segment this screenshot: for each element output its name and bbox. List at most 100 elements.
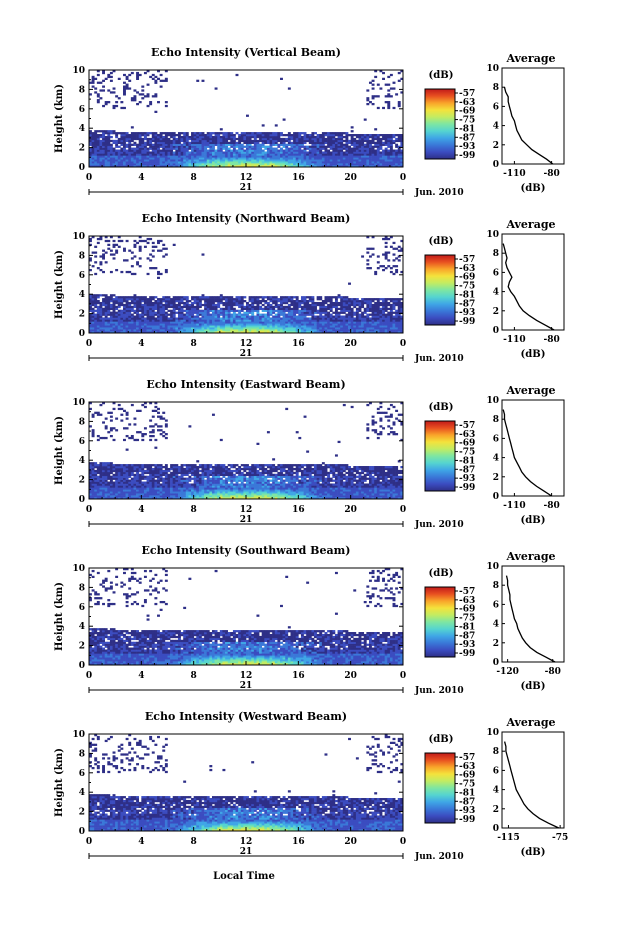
- heatmap-cell: [198, 155, 202, 158]
- heatmap-cell: [332, 323, 336, 326]
- heatmap-cell: [91, 132, 95, 135]
- heatmap-cell: [206, 300, 210, 303]
- heatmap-cell: [196, 327, 200, 330]
- heatmap-cell: [133, 239, 137, 243]
- heatmap-cell: [348, 301, 351, 305]
- heatmap-cell: [300, 155, 304, 158]
- heatmap-cell: [334, 331, 338, 334]
- heatmap-cell: [196, 305, 200, 309]
- heatmap-cell: [272, 161, 276, 164]
- heatmap-cell: [327, 315, 331, 318]
- heatmap-cell: [133, 311, 137, 314]
- heatmap-cell: [143, 317, 147, 320]
- heatmap-cell: [395, 165, 399, 168]
- heatmap-cell: [298, 327, 302, 330]
- heatmap-cell: [261, 315, 265, 318]
- heatmap-cell: [201, 303, 205, 307]
- heatmap-cell: [175, 329, 179, 332]
- heatmap-cell: [109, 130, 113, 133]
- heatmap-cell: [175, 296, 179, 299]
- heatmap-cell: [332, 301, 336, 305]
- heatmap-cell: [128, 163, 132, 166]
- heatmap-cell: [141, 307, 145, 311]
- heatmap-cell: [225, 309, 228, 312]
- heatmap-cell: [374, 311, 378, 314]
- x-tick-label: 4: [138, 339, 144, 349]
- heatmap-cell: [287, 143, 291, 146]
- heatmap-cell: [143, 143, 147, 146]
- heatmap-cell: [280, 325, 283, 328]
- heatmap-cell: [123, 159, 126, 162]
- heatmap-cell: [397, 317, 401, 320]
- heatmap-cell: [112, 319, 116, 322]
- heatmap-cell: [96, 145, 100, 148]
- heatmap-cell: [350, 157, 354, 160]
- heatmap-cell: [162, 303, 166, 307]
- heatmap-cell: [319, 139, 323, 143]
- heatmap-cell: [334, 301, 338, 305]
- heatmap-cell: [185, 145, 189, 148]
- heatmap-cell: [96, 307, 100, 311]
- heatmap-cell: [104, 139, 108, 143]
- heatmap-cell: [290, 296, 294, 299]
- heatmap-cell: [162, 311, 166, 314]
- heatmap-cell: [146, 157, 150, 160]
- heatmap-cell: [102, 71, 105, 75]
- heatmap-cell: [285, 147, 289, 150]
- heatmap-cell: [342, 303, 346, 307]
- heatmap-cell: [157, 276, 160, 279]
- heatmap-cell: [222, 143, 226, 146]
- heatmap-cell: [348, 145, 351, 148]
- heatmap-cell: [149, 296, 153, 299]
- heatmap-cell: [117, 298, 121, 301]
- heatmap-cell: [209, 313, 213, 316]
- heatmap-cell: [300, 313, 304, 316]
- heatmap-cell: [128, 489, 132, 492]
- heatmap-cell: [141, 329, 145, 332]
- heatmap-cell: [222, 317, 226, 320]
- heatmap-cell: [94, 319, 98, 322]
- heatmap-cell: [219, 141, 223, 145]
- heatmap-cell: [355, 325, 359, 328]
- heatmap-cell: [201, 139, 205, 143]
- heatmap-cell: [96, 438, 100, 442]
- heatmap-cell: [172, 137, 176, 141]
- heatmap-cell: [117, 132, 121, 135]
- heatmap-cell: [387, 161, 391, 164]
- heatmap-cell: [94, 473, 98, 477]
- heatmap-cell: [222, 163, 226, 166]
- heatmap-cell: [235, 298, 239, 301]
- heatmap-cell: [125, 135, 129, 139]
- heatmap-cell: [198, 329, 202, 332]
- heatmap-cell: [225, 301, 228, 305]
- heatmap-cell: [96, 311, 100, 314]
- colorbar-tick-label: -93: [459, 308, 475, 318]
- heatmap-cell: [94, 479, 98, 482]
- heatmap-cell: [177, 135, 181, 139]
- heatmap-cell: [128, 327, 132, 330]
- heatmap-cell: [298, 147, 302, 150]
- heatmap-cell: [308, 165, 312, 168]
- heatmap-cell: [180, 163, 184, 166]
- heatmap-cell: [384, 329, 388, 332]
- heatmap-cell: [154, 157, 158, 160]
- heatmap-cell: [290, 311, 294, 314]
- heatmap-cell: [188, 323, 192, 326]
- heatmap-cell: [115, 329, 119, 332]
- heatmap-cell: [327, 303, 331, 307]
- heatmap-cell: [350, 307, 354, 311]
- heatmap-cell: [167, 143, 171, 146]
- heatmap-cell: [389, 245, 393, 248]
- heatmap-cell: [342, 317, 346, 320]
- heatmap-cell: [109, 415, 113, 418]
- heatmap-cell: [266, 298, 270, 301]
- heatmap-cell: [332, 147, 336, 150]
- heatmap-cell: [146, 237, 150, 241]
- heatmap-cell: [172, 311, 176, 314]
- heatmap-cell: [280, 137, 283, 141]
- heatmap-cell: [191, 327, 194, 330]
- heatmap-cell: [389, 161, 393, 164]
- heatmap-cell: [188, 311, 192, 314]
- heatmap-cell: [143, 155, 147, 158]
- heatmap-cell: [329, 325, 333, 328]
